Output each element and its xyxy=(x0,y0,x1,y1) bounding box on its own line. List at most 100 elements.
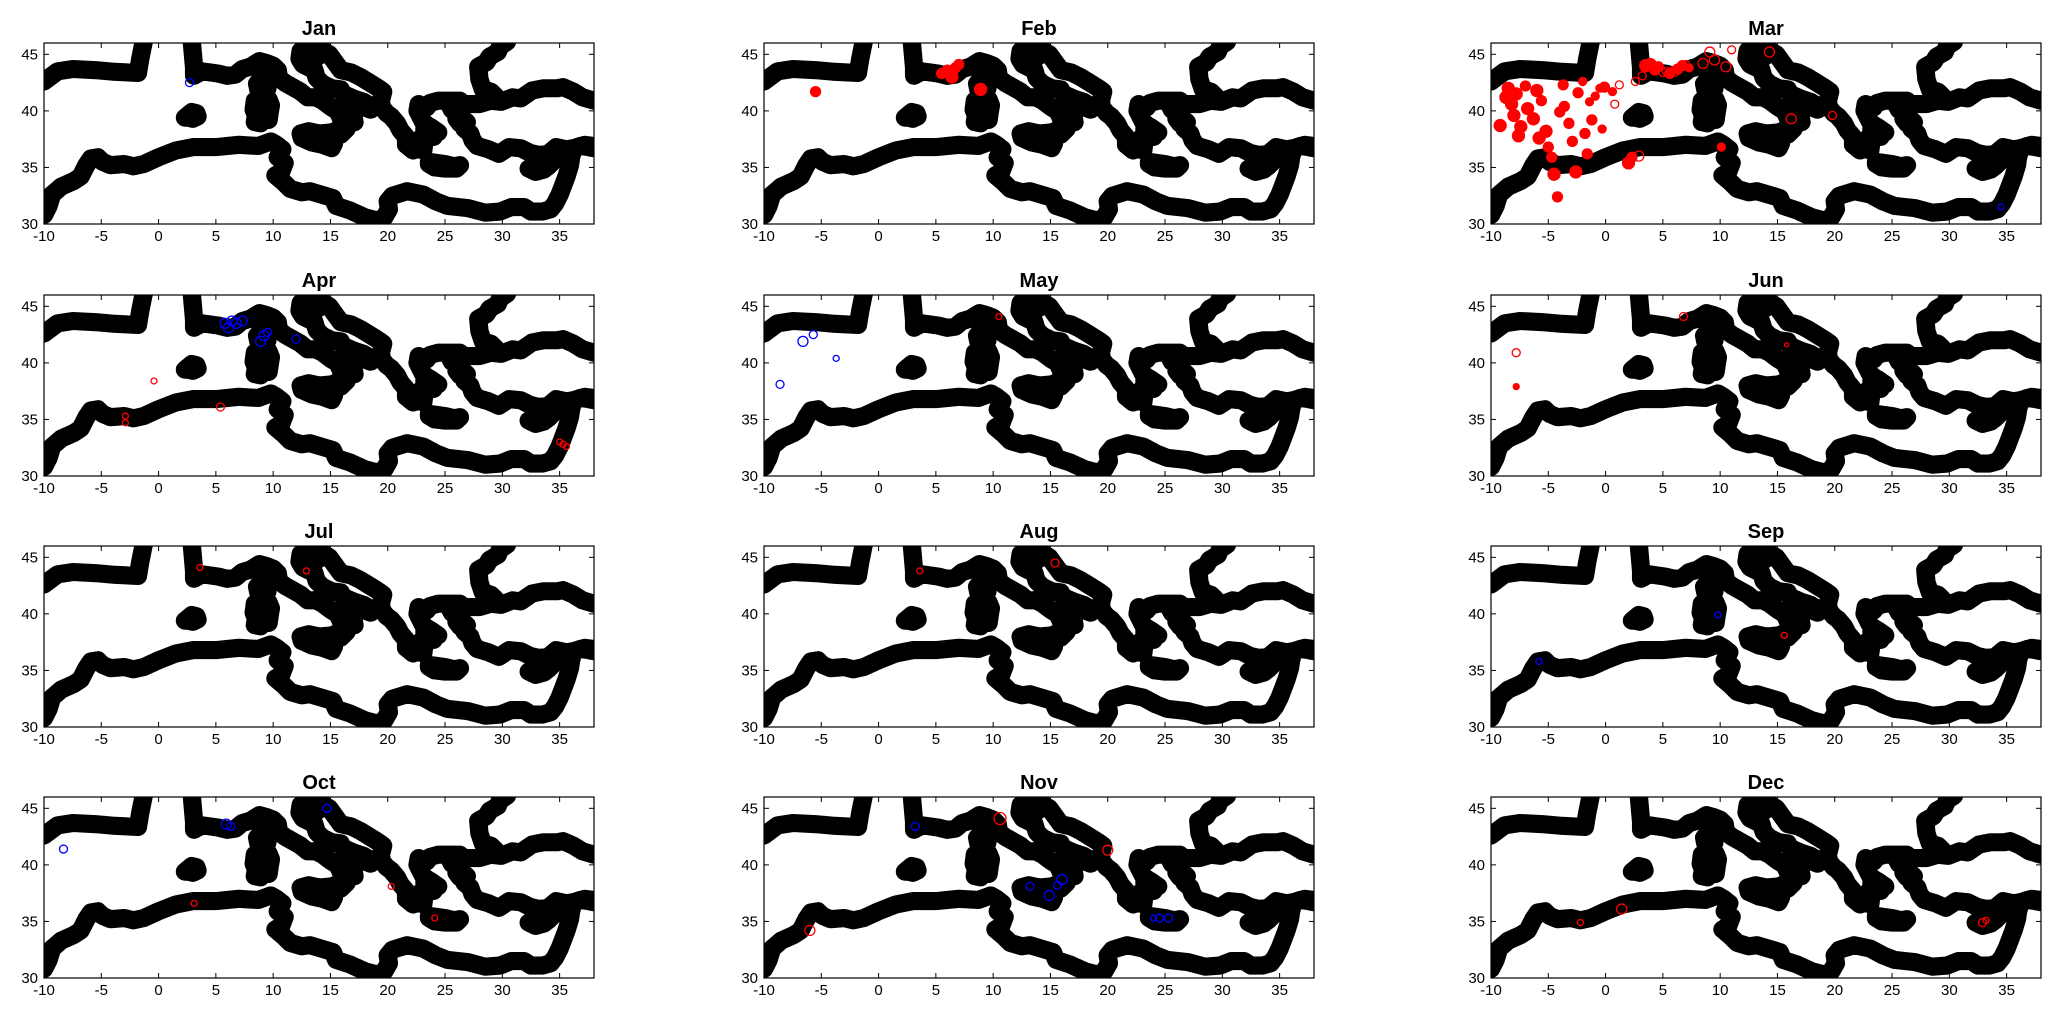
x-tick-label: 5 xyxy=(212,480,220,497)
data-point-red-filled xyxy=(809,85,822,98)
coastline-map xyxy=(1491,42,2041,221)
data-point-red-open xyxy=(1102,844,1114,856)
x-tick-label: 0 xyxy=(874,480,882,497)
data-point-blue-open xyxy=(1149,914,1158,922)
x-tick-label: 20 xyxy=(1099,228,1116,245)
x-tick-label: 20 xyxy=(1826,982,1843,999)
y-tick-label: 45 xyxy=(1468,298,1485,315)
map-area xyxy=(764,545,1314,724)
x-tick-label: 5 xyxy=(932,480,940,497)
y-tick-label: 45 xyxy=(21,549,38,566)
x-tick-label: 0 xyxy=(874,982,882,999)
x-tick-label: 30 xyxy=(494,480,511,497)
y-tick-label: 35 xyxy=(21,411,38,428)
y-tick-label: 40 xyxy=(21,857,38,874)
data-point-red-open xyxy=(1511,348,1521,358)
x-tick-label: 10 xyxy=(1712,982,1729,999)
y-tick-label: 45 xyxy=(741,46,758,63)
y-tick-label: 30 xyxy=(21,468,38,485)
data-point-blue-open xyxy=(322,803,332,813)
panel-title: Nov xyxy=(1020,772,1059,794)
coastline-map xyxy=(44,42,594,221)
x-tick-label: 0 xyxy=(1601,228,1609,245)
data-point-blue-open xyxy=(910,821,920,832)
panel-title: Feb xyxy=(1021,18,1057,40)
x-tick-label: 30 xyxy=(1941,228,1958,245)
x-tick-label: -10 xyxy=(1480,982,1502,999)
map-panel-mar: Mar -10 -5 0 5 10 15 20 25 30 35 30 35 40 45 xyxy=(1468,18,2042,245)
y-tick-label: 45 xyxy=(1468,46,1485,63)
map-panel-jun: Jun -10 -5 0 5 10 15 20 25 30 35 30 35 40 45 xyxy=(1468,270,2042,497)
data-point-red-open xyxy=(804,924,816,937)
y-tick-label: 30 xyxy=(741,970,758,987)
x-tick-label: -10 xyxy=(753,731,775,748)
coastline-map xyxy=(1491,545,2041,724)
y-tick-label: 35 xyxy=(741,411,758,428)
x-tick-label: 20 xyxy=(1099,731,1116,748)
x-tick-label: 25 xyxy=(1157,731,1174,748)
map-panel-nov: Nov -10 -5 0 5 10 15 20 25 30 35 30 35 40 45 xyxy=(741,772,1315,999)
data-point-red-filled xyxy=(953,58,965,71)
x-tick-label: 10 xyxy=(1712,731,1729,748)
x-tick-label: 0 xyxy=(1601,731,1609,748)
coastline-map xyxy=(44,796,594,975)
y-tick-label: 30 xyxy=(1468,970,1485,987)
x-tick-label: 0 xyxy=(154,480,162,497)
data-point-blue-open xyxy=(1535,657,1543,666)
data-point-red-open xyxy=(215,402,226,412)
data-point-blue-open xyxy=(1056,873,1068,886)
data-point-blue-open xyxy=(775,379,785,390)
map-panel-aug: Aug -10 -5 0 5 10 15 20 25 30 35 30 35 40 45 xyxy=(741,521,1315,748)
y-tick-label: 45 xyxy=(1468,549,1485,566)
data-point-red-filled xyxy=(1539,124,1553,138)
data-point-red-filled xyxy=(1586,114,1598,126)
data-point-red-filled xyxy=(1507,108,1521,123)
data-point-red-open xyxy=(1720,61,1732,73)
data-point-red-open xyxy=(387,882,395,891)
x-tick-label: -10 xyxy=(1480,731,1502,748)
x-tick-label: -5 xyxy=(815,228,828,245)
panel-title: Jan xyxy=(302,18,336,40)
data-point-red-open xyxy=(1576,918,1585,927)
map-panel-sep: Sep -10 -5 0 5 10 15 20 25 30 35 30 35 40 45 xyxy=(1468,521,2042,748)
x-tick-label: 0 xyxy=(874,731,882,748)
panel-title: Oct xyxy=(302,772,336,794)
axes-frame xyxy=(1490,294,2042,477)
y-tick-label: 40 xyxy=(21,103,38,120)
data-point-red-open xyxy=(121,412,129,420)
data-point-red-filled xyxy=(1607,86,1618,97)
map-area xyxy=(1491,545,2041,724)
y-tick-label: 35 xyxy=(1468,662,1485,679)
x-tick-label: -10 xyxy=(33,228,55,245)
x-tick-label: 10 xyxy=(1712,480,1729,497)
x-tick-label: 35 xyxy=(1271,731,1288,748)
x-tick-label: -5 xyxy=(95,480,108,497)
y-tick-label: 35 xyxy=(21,913,38,930)
x-tick-label: 25 xyxy=(1884,228,1901,245)
x-tick-label: 35 xyxy=(1998,228,2015,245)
data-point-red-open xyxy=(121,419,129,427)
panel-title: Sep xyxy=(1748,521,1785,543)
x-tick-label: 20 xyxy=(1099,982,1116,999)
x-tick-label: -10 xyxy=(753,982,775,999)
map-area xyxy=(44,545,594,724)
axes-frame xyxy=(763,294,1315,477)
data-point-blue-open xyxy=(1714,611,1722,619)
x-tick-label: 35 xyxy=(551,982,568,999)
y-tick-label: 45 xyxy=(21,298,38,315)
data-point-red-open xyxy=(1726,45,1737,55)
map-area xyxy=(44,42,594,221)
map-area xyxy=(764,294,1314,473)
data-point-red-filled xyxy=(1716,142,1726,152)
data-point-red-open xyxy=(1614,80,1624,90)
x-tick-label: 10 xyxy=(265,982,282,999)
x-tick-label: 10 xyxy=(985,480,1002,497)
map-panel-oct: Oct -10 -5 0 5 10 15 20 25 30 35 30 35 40 45 xyxy=(21,772,595,999)
x-tick-label: 35 xyxy=(1271,228,1288,245)
data-point-blue-open xyxy=(254,335,267,348)
data-point-red-filled xyxy=(1598,81,1611,93)
x-tick-label: 10 xyxy=(265,228,282,245)
axes-frame xyxy=(763,42,1315,225)
x-tick-label: 0 xyxy=(1601,480,1609,497)
map-panel-jul: Jul -10 -5 0 5 10 15 20 25 30 35 30 35 40 45 xyxy=(21,521,595,748)
